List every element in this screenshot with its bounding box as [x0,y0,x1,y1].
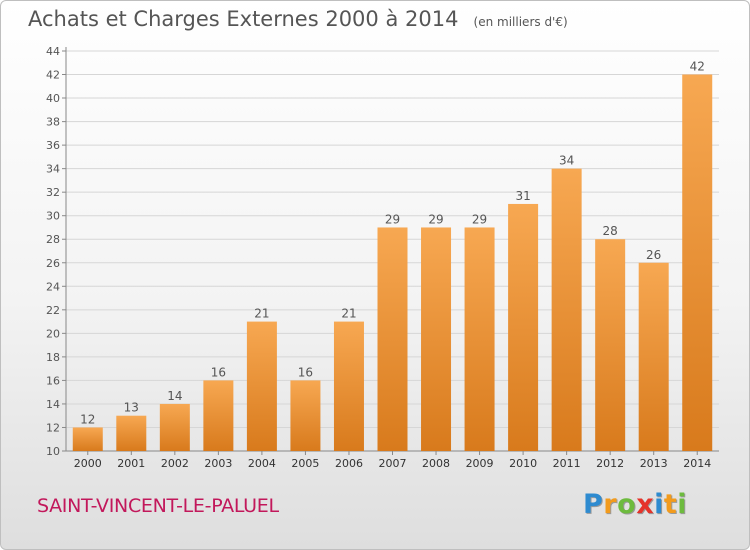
x-tick-label: 2005 [291,457,319,470]
proxiti-logo[interactable]: Proxiti [583,489,687,520]
commune-name: SAINT-VINCENT-LE-PALUEL [37,495,279,517]
data-label: 29 [385,212,400,226]
y-tick-label: 14 [46,398,60,411]
bar-2009 [464,227,495,451]
data-label: 29 [472,212,487,226]
data-label: 42 [690,60,705,74]
data-label: 31 [515,189,530,203]
y-tick-label: 40 [46,92,60,105]
bar-2012 [595,239,626,451]
title-block: Achats et Charges Externes 2000 à 2014 (… [28,7,568,31]
chart-subtitle: (en milliers d'€) [473,15,568,29]
x-tick-label: 2009 [466,457,494,470]
x-tick-label: 2002 [161,457,189,470]
y-tick-label: 18 [46,351,60,364]
x-tick-label: 2000 [74,457,102,470]
x-tick-label: 2001 [117,457,145,470]
data-label: 16 [211,365,226,379]
y-tick-label: 44 [46,45,60,58]
y-tick-label: 10 [46,445,60,458]
y-tick-label: 26 [46,257,60,270]
data-label: 13 [124,401,139,415]
y-tick-label: 24 [46,280,60,293]
x-tick-label: 2007 [379,457,407,470]
data-label: 34 [559,154,574,168]
y-tick-label: 16 [46,374,60,387]
brand-letter: x [636,489,655,520]
y-tick-label: 30 [46,210,60,223]
bar-2008 [421,227,452,451]
y-tick-label: 28 [46,233,60,246]
bar-2002 [159,403,190,451]
x-tick-label: 2004 [248,457,276,470]
x-tick-label: 2008 [422,457,450,470]
bar-2011 [551,168,582,451]
y-tick-label: 34 [46,163,60,176]
bar-2000 [72,427,103,451]
x-tick-label: 2011 [553,457,581,470]
bar-2003 [203,380,234,451]
bar-2006 [333,321,364,451]
x-tick-label: 2014 [683,457,711,470]
chart-title: Achats et Charges Externes 2000 à 2014 [28,7,459,31]
bar-2004 [246,321,277,451]
x-tick-label: 2013 [640,457,668,470]
data-label: 29 [428,212,443,226]
brand-letter: i [654,489,664,520]
data-label: 21 [341,307,356,321]
data-label: 21 [254,307,269,321]
bar-2005 [290,380,321,451]
brand-letter: r [603,489,618,520]
data-label: 14 [167,389,182,403]
y-tick-label: 12 [46,421,60,434]
brand-letter: i [677,489,688,520]
y-tick-label: 20 [46,327,60,340]
y-tick-label: 38 [46,116,60,129]
bar-2014 [682,74,713,451]
y-tick-label: 36 [46,139,60,152]
x-tick-label: 2010 [509,457,537,470]
brand-letter: o [617,489,637,520]
y-tick-label: 42 [46,69,60,82]
bar-2007 [377,227,408,451]
data-label: 28 [603,224,618,238]
x-tick-label: 2006 [335,457,363,470]
data-label: 16 [298,365,313,379]
data-label: 12 [80,412,95,426]
x-tick-label: 2003 [204,457,232,470]
bar-2013 [638,262,669,451]
data-label: 26 [646,248,661,262]
y-tick-label: 32 [46,186,60,199]
x-tick-label: 2012 [596,457,624,470]
bar-2001 [116,415,147,451]
bar-2010 [508,203,539,451]
y-tick-label: 22 [46,304,60,317]
brand-letter: t [663,489,678,520]
brand-letter: P [583,489,604,520]
